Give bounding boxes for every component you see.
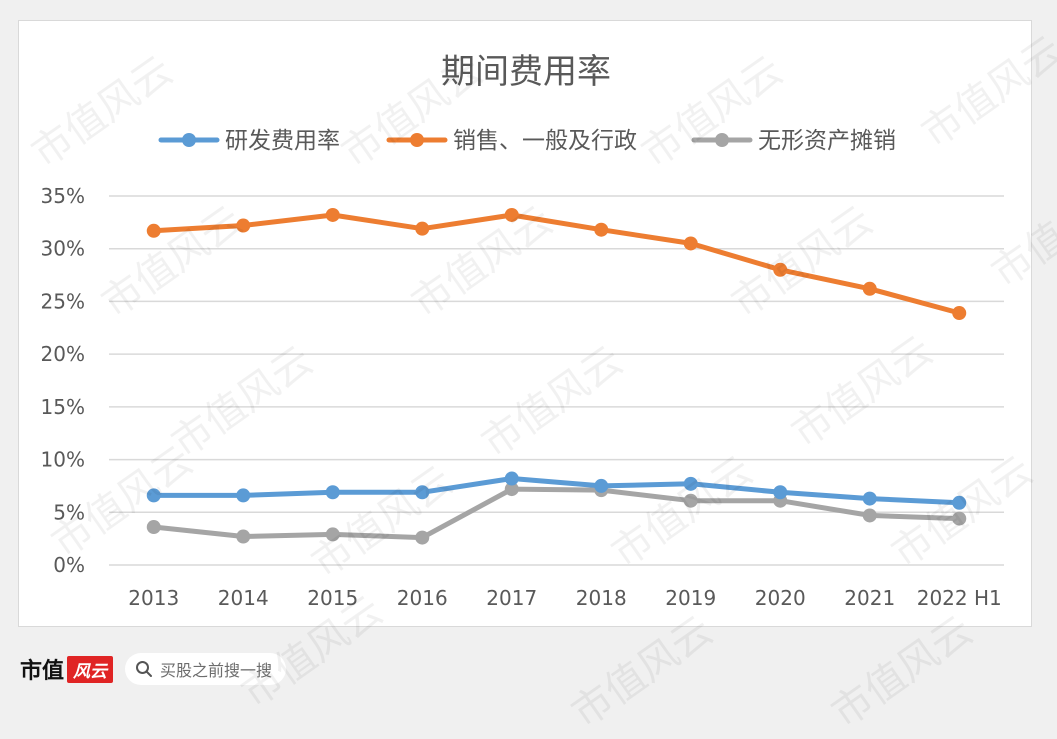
legend-label: 销售、一般及行政 xyxy=(453,128,637,154)
chart-title: 期间费用率 xyxy=(441,52,611,92)
series-line xyxy=(151,476,962,506)
x-tick-label: 2013 xyxy=(128,586,179,610)
brand-logo-mark: 风云 xyxy=(67,655,114,683)
data-point xyxy=(862,491,877,506)
data-point xyxy=(594,478,609,493)
data-point xyxy=(236,218,251,233)
legend-swatch-marker xyxy=(182,133,196,147)
data-point xyxy=(594,222,609,237)
data-point xyxy=(862,281,877,296)
data-point xyxy=(773,485,788,500)
x-tick-label: 2019 xyxy=(665,586,716,610)
x-tick-label: 2021 xyxy=(844,586,895,610)
x-tick-label: 2018 xyxy=(576,586,627,610)
y-tick-label: 5% xyxy=(53,500,85,524)
search-placeholder: 买股之前搜一搜 xyxy=(160,661,273,680)
x-tick-label: 2020 xyxy=(755,586,806,610)
data-point xyxy=(504,207,519,222)
data-point xyxy=(325,207,340,222)
y-tick-label: 15% xyxy=(41,395,85,419)
data-point xyxy=(504,482,519,497)
y-tick-label: 25% xyxy=(41,289,85,313)
data-point xyxy=(146,488,161,503)
data-point xyxy=(146,223,161,238)
data-point xyxy=(415,530,430,545)
data-point xyxy=(415,485,430,500)
data-point xyxy=(683,493,698,508)
legend-swatch-marker xyxy=(715,133,729,147)
search-icon xyxy=(136,661,153,677)
brand-logo-text: 市值 xyxy=(20,658,65,684)
y-tick-label: 0% xyxy=(53,553,85,577)
data-point xyxy=(773,262,788,277)
legend-label: 无形资产摊销 xyxy=(758,128,896,154)
data-point xyxy=(236,529,251,544)
data-point xyxy=(683,236,698,251)
legend-label: 研发费用率 xyxy=(225,128,340,154)
data-point xyxy=(683,476,698,491)
legend-swatch-marker xyxy=(410,133,424,147)
x-tick-label: 2022 H1 xyxy=(917,586,1002,610)
data-point xyxy=(236,488,251,503)
chart-panel: 期间费用率 0% 5% 10% 15% 20% 25% 30% 35% 2013 2014 2015 2… xyxy=(18,20,1032,627)
data-point xyxy=(325,485,340,500)
data-point xyxy=(415,221,430,236)
data-point xyxy=(146,520,161,535)
y-tick-label: 10% xyxy=(41,448,85,472)
series-line xyxy=(151,486,962,541)
line-chart: 期间费用率 0% 5% 10% 15% 20% 25% 30% 35% 2013 2014 2015 2… xyxy=(41,52,1004,610)
x-tick-label: 2014 xyxy=(218,586,269,610)
y-tick-label: 35% xyxy=(41,184,85,208)
data-point xyxy=(952,511,967,526)
search-box[interactable]: 买股之前搜一搜 xyxy=(125,653,287,685)
data-point xyxy=(325,527,340,542)
x-tick-label: 2015 xyxy=(307,586,358,610)
x-tick-label: 2017 xyxy=(486,586,537,610)
footer-bar: 市值 风云 买股之前搜一搜 xyxy=(20,651,287,687)
y-tick-label: 30% xyxy=(41,237,85,261)
data-point xyxy=(862,508,877,523)
data-point xyxy=(952,306,967,321)
x-tick-label: 2016 xyxy=(397,586,448,610)
y-tick-label: 20% xyxy=(41,342,85,366)
data-point xyxy=(952,495,967,510)
series-line xyxy=(151,212,962,316)
data-point xyxy=(504,471,519,486)
